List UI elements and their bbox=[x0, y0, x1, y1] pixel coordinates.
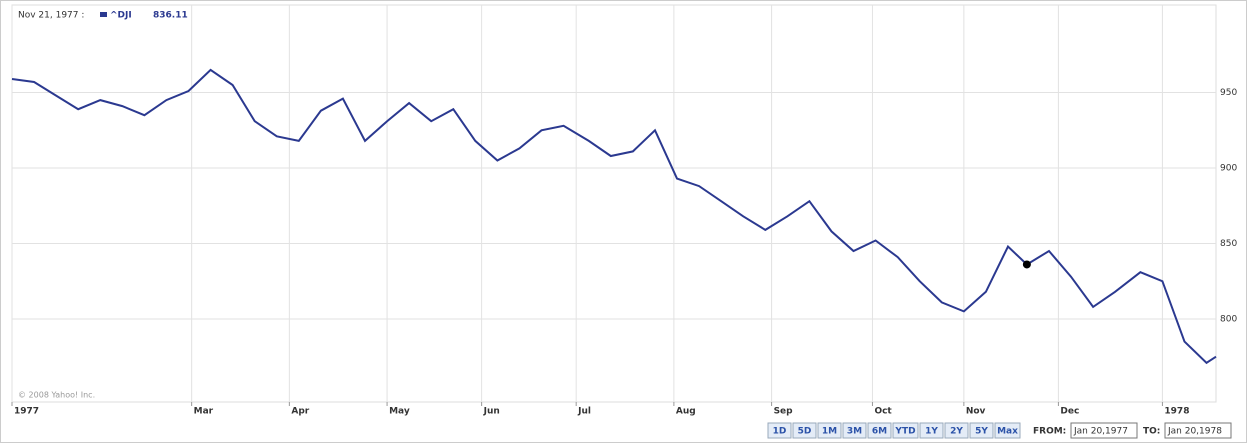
range-button-label[interactable]: YTD bbox=[894, 427, 915, 437]
x-tick-label: Aug bbox=[676, 407, 696, 417]
range-button-label[interactable]: 5D bbox=[798, 427, 812, 437]
range-button-label[interactable]: 1D bbox=[773, 427, 787, 437]
to-label: TO: bbox=[1143, 427, 1160, 437]
range-button[interactable] bbox=[817, 422, 842, 439]
x-tick-label: Apr bbox=[291, 407, 309, 417]
x-tick-label: Jul bbox=[577, 407, 591, 417]
x-tick-label: Oct bbox=[874, 407, 892, 417]
range-button[interactable] bbox=[892, 422, 919, 439]
range-button[interactable] bbox=[867, 422, 892, 439]
x-tick-label: Dec bbox=[1060, 407, 1079, 417]
range-button-label[interactable]: 5Y bbox=[975, 427, 988, 437]
range-button-label[interactable]: 1Y bbox=[925, 427, 938, 437]
price-line bbox=[11, 68, 1217, 365]
x-tick-label: 1978 bbox=[1164, 407, 1189, 417]
range-button-label[interactable]: 1M bbox=[822, 427, 837, 437]
range-button[interactable] bbox=[842, 422, 867, 439]
hover-dot bbox=[1022, 260, 1031, 269]
hover-date: Nov 21, 1977 : bbox=[18, 11, 84, 21]
range-button-label[interactable]: Max bbox=[997, 427, 1018, 437]
x-tick-label: Jun bbox=[483, 407, 500, 417]
to-input[interactable] bbox=[1164, 422, 1232, 439]
x-tick-label: May bbox=[389, 407, 410, 417]
range-button[interactable] bbox=[969, 422, 994, 439]
range-button[interactable] bbox=[994, 422, 1021, 439]
range-button[interactable] bbox=[767, 422, 792, 439]
y-tick-label: 950 bbox=[1220, 88, 1237, 98]
range-button[interactable] bbox=[919, 422, 944, 439]
range-button[interactable] bbox=[792, 422, 817, 439]
range-button-label[interactable]: 3M bbox=[847, 427, 862, 437]
copyright: © 2008 Yahoo! Inc. bbox=[18, 391, 95, 400]
range-button-label[interactable]: 2Y bbox=[950, 427, 963, 437]
range-button[interactable] bbox=[944, 422, 969, 439]
legend-name: ^DJI bbox=[110, 11, 132, 21]
x-tick-label: 1977 bbox=[14, 407, 39, 417]
x-tick-label: Sep bbox=[774, 407, 794, 417]
y-tick-label: 850 bbox=[1220, 239, 1237, 249]
x-tick-label: Nov bbox=[966, 407, 986, 417]
y-tick-label: 800 bbox=[1220, 314, 1237, 324]
y-tick-label: 900 bbox=[1220, 164, 1237, 174]
x-tick-label: Mar bbox=[194, 407, 214, 417]
from-label: FROM: bbox=[1033, 427, 1066, 437]
plot-area bbox=[11, 4, 1217, 403]
to-value[interactable]: Jan 20,1978 bbox=[1167, 427, 1222, 437]
from-value[interactable]: Jan 20,1977 bbox=[1073, 427, 1128, 437]
legend-swatch bbox=[100, 12, 107, 17]
range-button-label[interactable]: 6M bbox=[872, 427, 887, 437]
hover-value: 836.11 bbox=[153, 11, 188, 21]
from-input[interactable] bbox=[1070, 422, 1138, 439]
